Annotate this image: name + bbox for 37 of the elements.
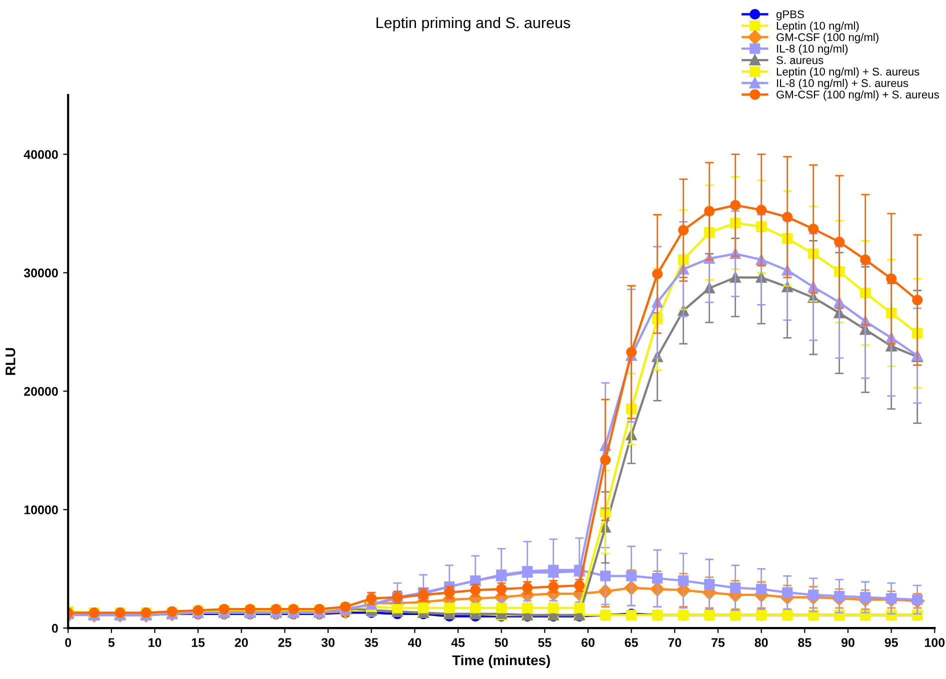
x-tick-label: 55 <box>538 638 552 647</box>
y-tick-label: 0 <box>52 624 58 633</box>
legend-label: GM-CSF (100 ng/ml) + S. aureus <box>776 90 939 101</box>
x-tick-label: 40 <box>408 638 422 647</box>
x-tick-label: 75 <box>712 638 725 647</box>
x-tick-label: 100 <box>925 638 945 647</box>
x-tick-label: 5 <box>108 638 115 647</box>
x-tick-label: 0 <box>65 638 72 647</box>
legend-label: GM-CSF (100 ng/ml) <box>776 33 878 44</box>
x-tick-label: 15 <box>192 638 205 647</box>
y-tick-label: 30000 <box>24 268 58 278</box>
x-tick-label: 25 <box>278 638 292 647</box>
legend-label: Leptin (10 ng/ml) <box>776 22 859 32</box>
x-axis-title: Time (minutes) <box>452 655 550 668</box>
chart-title: Leptin priming and S. aureus <box>376 16 570 32</box>
x-tick-label: 50 <box>494 638 508 647</box>
x-tick-label: 10 <box>148 638 162 647</box>
y-tick-label: 40000 <box>24 150 58 159</box>
x-tick-label: 85 <box>798 638 812 647</box>
x-tick-label: 70 <box>668 638 682 647</box>
legend-label: IL-8 (10 ng/ml) <box>777 44 848 55</box>
x-tick-label: 45 <box>451 638 465 647</box>
x-tick-label: 65 <box>624 638 638 647</box>
legend-label: Leptin (10 ng/ml) + S. aureus <box>776 67 920 78</box>
y-tick-label: 20000 <box>24 386 58 396</box>
legend-label: IL-8 (10 ng/ml) + S. aureus <box>777 78 908 90</box>
legend-label: gPBS <box>776 10 804 20</box>
x-tick-label: 35 <box>364 638 378 647</box>
x-tick-label: 60 <box>582 638 594 647</box>
y-axis-title: RLU <box>6 348 16 375</box>
legend-label: S. aureus <box>776 56 824 64</box>
x-tick-label: 90 <box>841 638 854 647</box>
y-tick-label: 10000 <box>24 505 58 514</box>
x-tick-label: 95 <box>884 638 898 647</box>
x-tick-label: 30 <box>321 638 335 647</box>
x-tick-label: 20 <box>234 638 248 647</box>
x-tick-label: 80 <box>754 638 768 647</box>
